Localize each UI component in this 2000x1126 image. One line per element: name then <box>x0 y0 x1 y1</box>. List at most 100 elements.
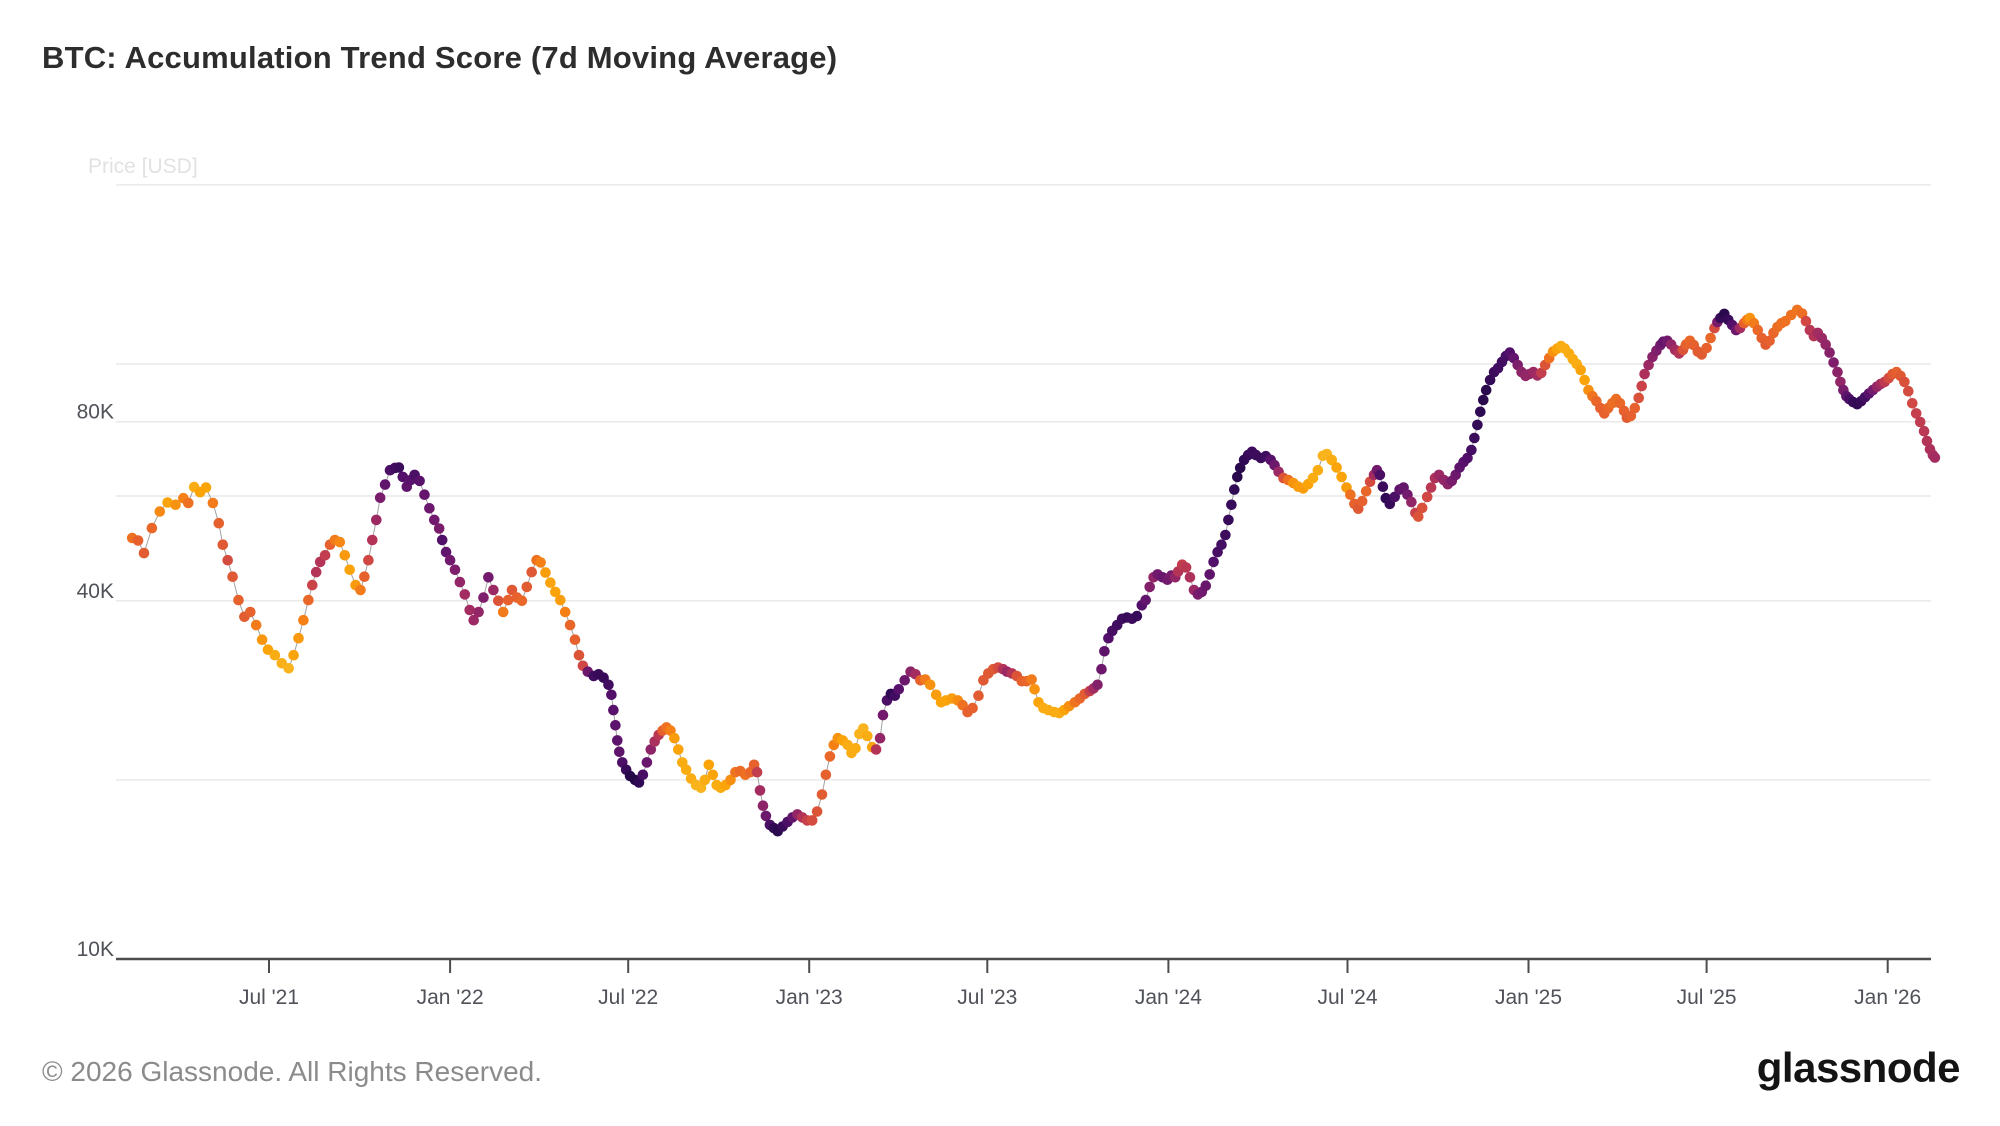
data-point <box>256 634 268 645</box>
gridlines <box>116 184 1931 781</box>
data-point <box>310 566 322 578</box>
data-point <box>754 785 766 796</box>
data-point <box>1800 315 1812 327</box>
data-point <box>488 584 499 596</box>
data-point <box>307 579 318 591</box>
data-point <box>227 571 238 582</box>
data-point <box>757 800 769 811</box>
x-tick-label: Jan '23 <box>776 986 843 1009</box>
data-point <box>612 735 623 746</box>
data-point <box>424 503 435 514</box>
x-tick-label: Jul '21 <box>239 986 299 1009</box>
data-point <box>695 782 707 794</box>
data-point <box>1312 464 1324 476</box>
data-point <box>497 606 509 618</box>
glassnode-logo: glassnode <box>1756 1044 1961 1091</box>
data-point <box>1903 385 1914 397</box>
data-point <box>1469 432 1480 444</box>
data-point <box>1636 380 1647 392</box>
data-point <box>1144 581 1155 593</box>
data-point <box>559 606 571 618</box>
data-point <box>924 679 936 691</box>
data-point <box>1131 610 1143 622</box>
data-point <box>334 536 346 548</box>
data-point <box>1092 679 1103 691</box>
data-point <box>1406 496 1417 508</box>
data-point <box>1416 502 1428 514</box>
data-point <box>645 744 657 755</box>
data-point <box>359 571 370 582</box>
data-point <box>217 539 229 550</box>
data-point <box>1929 452 1941 463</box>
data-point <box>1096 663 1107 675</box>
data-point <box>1026 674 1037 685</box>
data-point <box>1374 469 1386 481</box>
data-point <box>608 704 619 716</box>
y-tick-label-40K: 40K <box>77 580 114 603</box>
data-point <box>1229 484 1240 495</box>
data-point <box>1910 408 1922 419</box>
data-point <box>506 584 518 596</box>
x-tick-label: Jul '25 <box>1677 986 1737 1009</box>
data-point <box>673 744 684 755</box>
data-point <box>811 806 823 817</box>
data-points <box>126 304 1941 837</box>
data-point <box>250 619 262 631</box>
data-point <box>1752 324 1764 336</box>
data-point <box>760 810 772 822</box>
page-title: BTC: Accumulation Trend Score (7d Moving… <box>42 40 838 75</box>
data-point <box>614 746 625 758</box>
data-point <box>1200 580 1212 591</box>
data-point <box>1140 594 1151 606</box>
data-point <box>440 546 452 558</box>
data-point <box>1345 489 1356 501</box>
data-point <box>899 675 910 686</box>
data-point <box>393 462 405 473</box>
data-point <box>703 759 715 771</box>
data-point <box>1331 462 1342 473</box>
data-point <box>454 576 466 588</box>
data-point <box>154 506 166 517</box>
data-point <box>379 479 391 490</box>
data-point <box>303 594 314 606</box>
data-point <box>344 564 356 576</box>
data-point <box>1835 376 1846 388</box>
data-point <box>298 614 309 626</box>
data-point <box>842 739 853 751</box>
data-point <box>1643 359 1654 371</box>
data-point <box>550 586 561 598</box>
data-point <box>555 594 566 606</box>
data-point <box>816 789 828 800</box>
data-point <box>1478 394 1489 406</box>
data-point <box>573 649 585 661</box>
data-point <box>1536 367 1547 379</box>
data-point <box>1360 486 1372 497</box>
data-point <box>170 499 181 511</box>
data-point <box>1764 335 1775 347</box>
data-point <box>478 592 489 603</box>
data-point <box>930 689 942 701</box>
data-point <box>973 690 984 701</box>
data-point <box>293 632 304 644</box>
data-point <box>1701 342 1712 354</box>
data-point <box>1326 454 1337 466</box>
data-point <box>502 594 514 606</box>
data-point <box>1824 347 1835 358</box>
data-point <box>516 595 528 607</box>
data-point <box>1475 406 1486 418</box>
data-point <box>464 604 476 616</box>
data-point <box>680 764 692 776</box>
data-point <box>436 534 448 546</box>
data-point <box>449 564 461 576</box>
data-point <box>820 769 832 781</box>
data-point <box>339 550 351 561</box>
data-point <box>1472 419 1483 431</box>
data-point <box>540 567 551 578</box>
data-point <box>610 720 621 731</box>
data-point <box>429 514 440 526</box>
data-point <box>1899 376 1910 388</box>
x-tick-label: Jan '22 <box>417 986 484 1009</box>
data-point <box>564 619 576 631</box>
data-point <box>1484 374 1496 386</box>
